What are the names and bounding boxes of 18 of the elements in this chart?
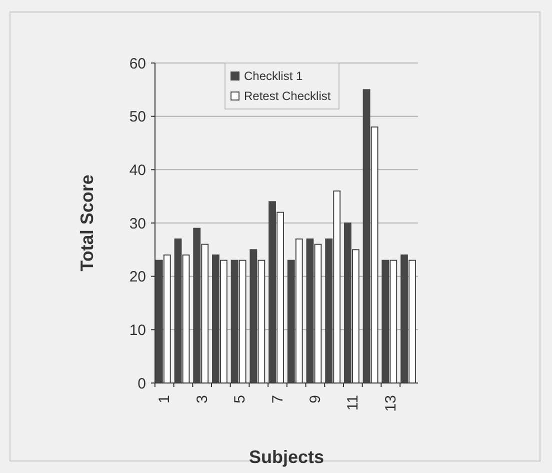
legend-label: Checklist 1: [244, 69, 304, 84]
x-tick-label: 9: [307, 395, 324, 404]
x-tick-label: 1: [156, 395, 174, 404]
y-tick-label: 10: [129, 322, 146, 339]
y-tick-label: 20: [129, 268, 146, 286]
y-tick-label: 30: [129, 215, 146, 232]
y-tick-label: 50: [129, 108, 146, 126]
x-tick-label: 5: [232, 395, 249, 404]
x-tick-label: 7: [269, 395, 286, 404]
y-tick-label: 0: [138, 375, 146, 392]
y-axis-title: Total Score: [77, 174, 97, 272]
legend-label: Retest Checklist: [244, 89, 332, 104]
x-tick-label: 3: [194, 395, 211, 404]
y-tick-label: 40: [129, 162, 146, 179]
y-tick-label: 60: [129, 55, 146, 72]
x-tick-label: 11: [344, 395, 362, 411]
x-tick-label: 13: [382, 395, 400, 412]
x-axis-title: Subjects: [248, 447, 324, 467]
